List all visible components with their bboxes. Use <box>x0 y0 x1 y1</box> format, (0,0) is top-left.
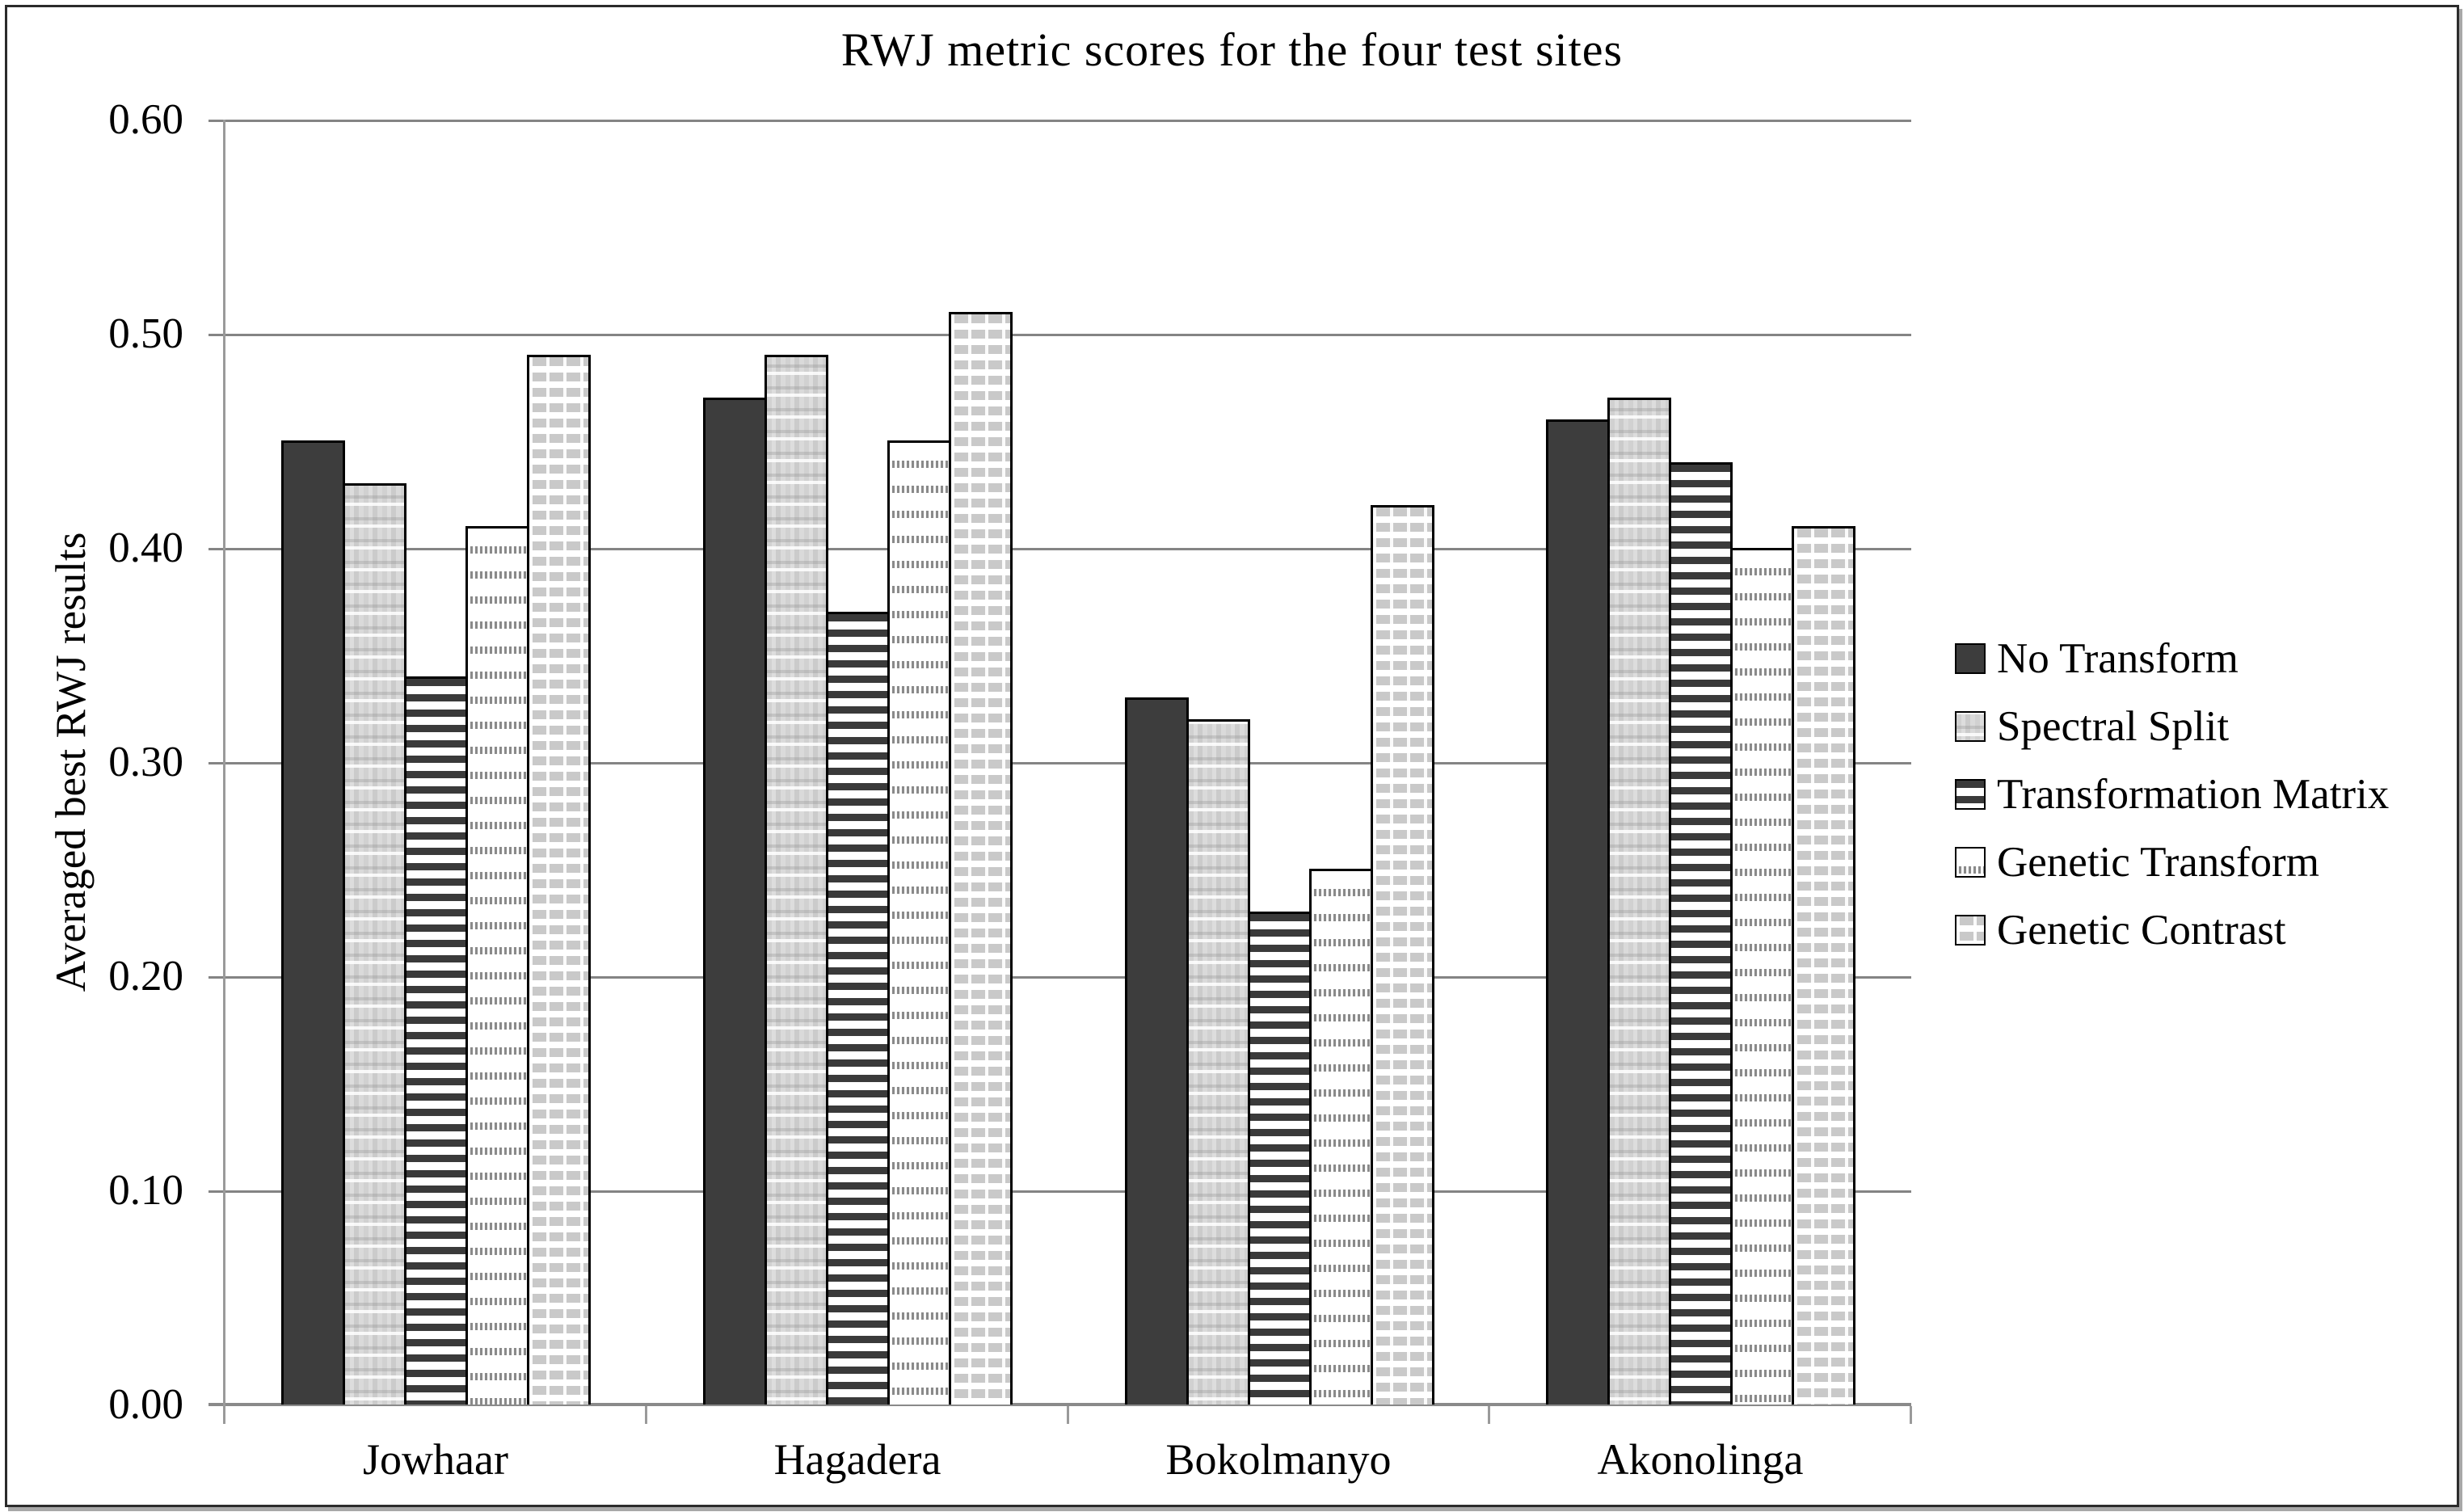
x-category-label: Bokolmanyo <box>1165 1435 1392 1484</box>
x-tick <box>1910 1406 1912 1424</box>
legend-item-no-transform: No Transform <box>1955 635 2389 682</box>
bar-jowhaar-no-transform <box>280 440 345 1405</box>
bar-bokolmanyo-transformation-matrix <box>1247 912 1312 1405</box>
y-tick-label: 0.30 <box>108 739 183 785</box>
legend-item-spectral-split: Spectral Split <box>1955 703 2389 750</box>
bar-hagadera-genetic-transform <box>887 440 951 1405</box>
x-category-label: Hagadera <box>773 1435 941 1484</box>
gridline-0.40 <box>208 548 1911 550</box>
x-axis-line <box>208 1403 1911 1406</box>
bar-jowhaar-spectral-split <box>342 483 406 1405</box>
gridline-0.50 <box>208 334 1911 336</box>
gridline-0.30 <box>208 762 1911 764</box>
x-category-label: Akonolinga <box>1597 1435 1804 1484</box>
legend-swatch-dark-stripes-icon <box>1955 779 1986 810</box>
y-tick-label: 0.40 <box>108 524 183 571</box>
y-axis-line <box>223 120 225 1424</box>
gridline-0.10 <box>208 1190 1911 1193</box>
legend-label: No Transform <box>1997 635 2239 682</box>
bar-hagadera-genetic-contrast <box>948 312 1013 1405</box>
legend-label: Genetic Contrast <box>1997 907 2286 954</box>
legend-label: Transformation Matrix <box>1997 771 2390 818</box>
legend-item-genetic-contrast: Genetic Contrast <box>1955 907 2389 954</box>
bar-bokolmanyo-genetic-transform <box>1308 869 1373 1405</box>
bar-bokolmanyo-genetic-contrast <box>1370 505 1434 1405</box>
chart-title: RWJ metric scores for the four test site… <box>840 23 1624 76</box>
legend-label: Genetic Transform <box>1997 839 2319 886</box>
bar-hagadera-no-transform <box>702 398 767 1405</box>
bar-hagadera-transformation-matrix <box>825 612 890 1405</box>
y-tick-label: 0.20 <box>108 953 183 1000</box>
bar-group-bokolmanyo <box>1068 120 1490 1405</box>
bar-group-hagadera <box>647 120 1068 1405</box>
y-tick-label: 0.50 <box>108 310 183 357</box>
y-tick-label: 0.10 <box>108 1167 183 1214</box>
x-tick <box>1067 1406 1069 1424</box>
bar-akonolinga-transformation-matrix <box>1668 462 1733 1405</box>
bar-bokolmanyo-spectral-split <box>1186 719 1250 1405</box>
bar-bokolmanyo-no-transform <box>1124 697 1189 1405</box>
x-tick <box>1488 1406 1490 1424</box>
x-category-label: Jowhaar <box>363 1435 508 1484</box>
bar-group-jowhaar <box>225 120 647 1405</box>
bar-akonolinga-genetic-contrast <box>1791 526 1855 1405</box>
y-tick-label: 0.60 <box>108 96 183 143</box>
bar-akonolinga-genetic-transform <box>1729 548 1794 1405</box>
legend-label: Spectral Split <box>1997 703 2230 750</box>
legend-item-transformation-matrix: Transformation Matrix <box>1955 771 2390 818</box>
gridline-0.20 <box>208 976 1911 979</box>
bar-jowhaar-transformation-matrix <box>403 676 468 1405</box>
bar-hagadera-spectral-split <box>764 355 828 1405</box>
legend-swatch-dotted-rows-icon <box>1955 847 1986 878</box>
legend-swatch-speckle-icon <box>1955 711 1986 742</box>
x-tick <box>223 1406 225 1424</box>
bar-jowhaar-genetic-contrast <box>526 355 591 1405</box>
y-tick-label: 0.00 <box>108 1381 183 1428</box>
bar-akonolinga-spectral-split <box>1607 398 1671 1405</box>
bar-group-akonolinga <box>1489 120 1911 1405</box>
legend-swatch-light-stripes-icon <box>1955 915 1986 946</box>
bar-jowhaar-genetic-transform <box>465 526 529 1405</box>
gridline-0.60 <box>208 120 1911 122</box>
plot-area <box>225 120 1911 1405</box>
legend-item-genetic-transform: Genetic Transform <box>1955 839 2389 886</box>
bar-akonolinga-no-transform <box>1545 419 1610 1405</box>
legend-swatch-solid-icon <box>1955 643 1986 674</box>
legend: No Transform Spectral Split Transformati… <box>1955 635 2390 983</box>
x-tick <box>645 1406 647 1424</box>
